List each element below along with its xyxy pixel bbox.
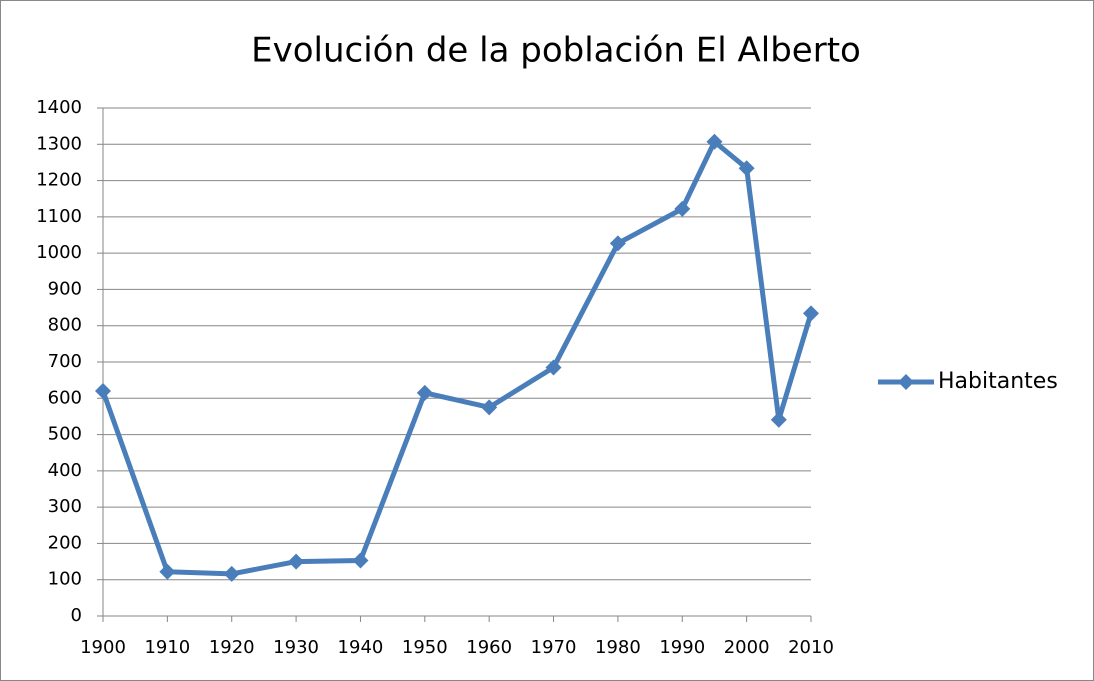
x-tick-label: 1970 bbox=[531, 637, 577, 658]
y-tick-label: 1400 bbox=[36, 97, 82, 118]
legend-label: Habitantes bbox=[938, 369, 1058, 394]
point bbox=[545, 359, 562, 376]
point bbox=[803, 305, 819, 322]
y-tick-label: 1200 bbox=[36, 170, 82, 191]
point bbox=[288, 553, 305, 570]
legend-marker bbox=[898, 374, 914, 390]
point bbox=[481, 399, 498, 416]
point bbox=[352, 552, 369, 569]
y-tick-label: 1300 bbox=[36, 133, 82, 154]
point bbox=[706, 133, 723, 150]
y-tick-label: 600 bbox=[48, 387, 82, 408]
point bbox=[609, 235, 626, 252]
y-tick-label: 0 bbox=[71, 605, 82, 626]
y-tick-label: 500 bbox=[48, 424, 82, 445]
y-tick-label: 700 bbox=[48, 351, 82, 372]
x-tick-label: 1900 bbox=[80, 637, 126, 658]
point bbox=[416, 384, 433, 401]
x-tick-label: 2010 bbox=[788, 637, 834, 658]
x-tick-label: 1940 bbox=[338, 637, 384, 658]
x-tick-label: 1910 bbox=[144, 637, 190, 658]
y-tick-label: 300 bbox=[48, 496, 82, 517]
series-line bbox=[100, 139, 814, 577]
x-tick-label: 1990 bbox=[659, 637, 705, 658]
y-tick-label: 100 bbox=[48, 569, 82, 590]
y-tick-label: 800 bbox=[48, 315, 82, 336]
y-tick-label: 1100 bbox=[36, 206, 82, 227]
x-tick-label: 2000 bbox=[724, 637, 770, 658]
y-tick-label: 1000 bbox=[36, 242, 82, 263]
x-tick-label: 1980 bbox=[595, 637, 641, 658]
x-tick-label: 1930 bbox=[273, 637, 319, 658]
y-tick-label: 900 bbox=[48, 278, 82, 299]
point bbox=[223, 565, 240, 582]
x-tick-label: 1920 bbox=[209, 637, 255, 658]
point bbox=[95, 383, 111, 400]
point bbox=[738, 160, 755, 177]
y-tick-label: 400 bbox=[48, 460, 82, 481]
point bbox=[159, 563, 176, 580]
y-tick-label: 200 bbox=[48, 532, 82, 553]
x-tick-label: 1950 bbox=[402, 637, 448, 658]
chart-title: Evolución de la población El Alberto bbox=[251, 31, 861, 71]
x-tick-label: 1960 bbox=[466, 637, 512, 658]
point bbox=[770, 411, 787, 428]
point bbox=[674, 200, 691, 217]
